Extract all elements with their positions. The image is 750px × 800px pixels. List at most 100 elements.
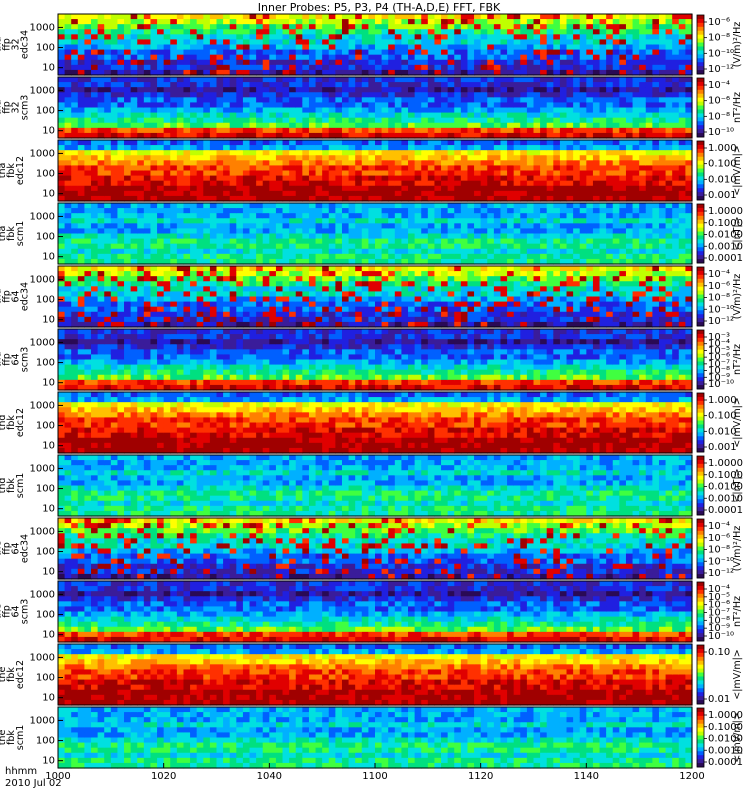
panel-12-cbar-tick: 0.0010 xyxy=(708,745,743,756)
panel-7-y-tick: 10 xyxy=(42,441,55,452)
panel-9-label: theffp64edc34 xyxy=(0,534,31,563)
panel-12: 100010010thefbkscm11.00000.10000.01000.0… xyxy=(0,706,743,769)
panel-11-cbar-unit: <|mV/m|> xyxy=(732,649,743,700)
panel-5-label-line: ffp xyxy=(2,290,13,303)
panel-7-colorbar: 1.000 0.100 0.010 0.001<|mV/m|> xyxy=(696,392,743,453)
panel-6-label-line: ffp xyxy=(2,353,13,366)
panel-8-cbar-tick: 0.0100 xyxy=(708,482,743,493)
panel-10-label-line: scm3 xyxy=(20,599,31,624)
panel-9-frame xyxy=(57,517,693,580)
panel-5-label-line: 64 xyxy=(11,290,22,302)
panel-7-y-tick: 100 xyxy=(36,421,55,432)
panel-3-cbar-unit: <|mV/m|> xyxy=(732,145,743,196)
panel-10-cbar-tick: 10⁻⁶ xyxy=(708,600,730,611)
panel-8-cbar-unit: <|nT|> xyxy=(732,468,743,502)
panel-6-cbar-tick: 10⁻³ xyxy=(708,332,730,343)
panel-11-cbar-tick: 0.01 xyxy=(708,694,730,705)
panel-12-cbar-unit: <|mV/m|> xyxy=(732,712,743,763)
panel-3-cbar-tick: 1.000 xyxy=(708,143,737,154)
panel-1-cbar-tick: 10⁻⁸ xyxy=(708,33,730,44)
panel-4-label: thafbkscm1 xyxy=(0,221,26,246)
panel-5-cbar-tick: 10⁻⁶ xyxy=(708,281,730,292)
panel-6-label: thdffp64scm3 xyxy=(0,347,31,372)
panel-6-label-line: thd xyxy=(0,352,4,368)
panel-1-cbar-tick: 10⁻¹⁰ xyxy=(708,48,734,59)
panel-12-cbar-tick: 1.0000 xyxy=(708,710,743,721)
panel-3-label-line: fbk xyxy=(6,163,17,178)
panel-5: 1000 100 10 thdffp64edc34 10⁻⁴10⁻⁶10⁻⁸10⁻¹⁰1… xyxy=(0,265,743,328)
time-tick-1120: 1120 xyxy=(468,771,493,782)
panel-10-label-line: 64 xyxy=(11,605,22,617)
panel-7-label-line: edc12 xyxy=(15,408,26,437)
panel-3-label: thafbkedc12 xyxy=(0,156,26,185)
panel-12-cbar-tick: 0.0100 xyxy=(708,734,743,745)
panel-8-cbar-tick: 0.0001 xyxy=(708,505,743,516)
panel-5-cbar-tick: 10⁻⁸ xyxy=(708,293,730,304)
panel-8-cbar-tick: 1.0000 xyxy=(708,458,743,469)
panel-8: 100010010thdfbkscm11.00000.10000.01000.0… xyxy=(0,454,743,517)
panel-2-cbar-tick: 10⁻¹⁰ xyxy=(708,127,734,138)
panel-6-cbar-tick: 10⁻⁹ xyxy=(708,372,730,383)
panel-4-cbar-tick: 0.0001 xyxy=(708,253,743,264)
panel-10-cbar-tick: 10⁻¹⁰ xyxy=(708,631,734,642)
panel-10-frame xyxy=(57,580,693,643)
panel-6-cbar-tick: 10⁻⁶ xyxy=(708,352,730,363)
panel-11-heatmap xyxy=(58,644,693,706)
panel-2-y-tick: 10 xyxy=(42,126,55,137)
panel-11-label-line: the xyxy=(0,667,8,683)
panel-7-heatmap xyxy=(58,392,693,454)
panel-10-cbar-unit: nT²/Hz xyxy=(732,596,743,627)
panel-4-label-line: scm1 xyxy=(15,221,26,246)
panel-9-cbar-tick: 10⁻⁶ xyxy=(708,533,730,544)
panel-4-frame xyxy=(57,202,693,265)
panel-3: 1000 100 10 thafbkedc12 1.000 0.100 0.010 0.001… xyxy=(0,139,743,202)
panel-8-heatmap xyxy=(58,455,693,517)
panel-10-cbar-tick: 10⁻⁹ xyxy=(708,623,730,634)
panel-1-label: thaffp32edc34 xyxy=(0,30,31,59)
panel-5-y-tick: 10 xyxy=(42,315,55,326)
panel-7: 1000 100 10 thdfbkedc12 1.000 0.100 0.010 0.001… xyxy=(0,391,743,454)
panel-2-cbar-tick: 10⁻⁶ xyxy=(708,96,730,107)
panel-8-y-tick: 100 xyxy=(36,484,55,495)
panel-9-cbar-tick: 10⁻¹⁰ xyxy=(708,556,734,567)
panel-9-cbar-tick: 10⁻⁸ xyxy=(708,545,730,556)
panel-11-y-tick: 1000 xyxy=(30,652,55,663)
panel-5-y-tick: 100 xyxy=(36,295,55,306)
panel-1-label-line: ffp xyxy=(2,38,13,51)
panel-4-y-tick: 100 xyxy=(36,232,55,243)
panel-1: 1000 100 10 thaffp32edc34 10⁻⁶ 10⁻⁸ 10⁻¹⁰ 10⁻¹²… xyxy=(0,13,743,76)
panel-7-cbar-tick: 0.001 xyxy=(708,442,737,453)
panel-12-heatmap xyxy=(58,707,693,769)
panel-6-cbar-tick: 10⁻⁴ xyxy=(708,339,730,350)
panel-4-cbar-unit: <|nT|> xyxy=(732,216,743,250)
panel-4-y-tick: 1000 xyxy=(30,211,55,222)
panel-5-cbar-unit: (V/m)²/Hz xyxy=(732,274,743,320)
panel-3-frame xyxy=(57,139,693,202)
panel-6-frame xyxy=(57,328,693,391)
panel-2-label-line: 32 xyxy=(11,101,22,113)
panel-9-y-tick: 1000 xyxy=(30,526,55,537)
panel-10-y-tick: 100 xyxy=(36,610,55,621)
panel-1-cbar-tick: 10⁻⁶ xyxy=(708,17,730,28)
panel-3-cbar-tick: 0.010 xyxy=(708,174,737,185)
panel-8-label-line: fbk xyxy=(6,478,17,493)
panel-1-heatmap xyxy=(58,14,693,76)
panel-3-heatmap xyxy=(58,140,693,202)
panel-7-y-tick: 1000 xyxy=(30,400,55,411)
panel-7-label-line: thd xyxy=(0,415,8,431)
panel-1-cbar-tick: 10⁻¹² xyxy=(708,64,734,75)
panel-4-y-tick: 10 xyxy=(42,252,55,263)
panel-11-frame xyxy=(57,643,693,706)
panel-1-label-line: tha xyxy=(0,37,4,53)
panel-12-label-line: the xyxy=(0,730,8,746)
panel-2-label: thaffp32scm3 xyxy=(0,95,31,120)
panel-6-y-tick: 10 xyxy=(42,378,55,389)
panel-3-y-tick: 100 xyxy=(36,169,55,180)
panel-12-cbar-tick: 0.1000 xyxy=(708,722,743,733)
panel-7-cbar-tick: 0.100 xyxy=(708,411,737,422)
panel-8-y-tick: 1000 xyxy=(30,463,55,474)
panel-2-cbar-unit: nT²/Hz xyxy=(732,92,743,123)
panel-10-label: theffp64scm3 xyxy=(0,599,31,624)
